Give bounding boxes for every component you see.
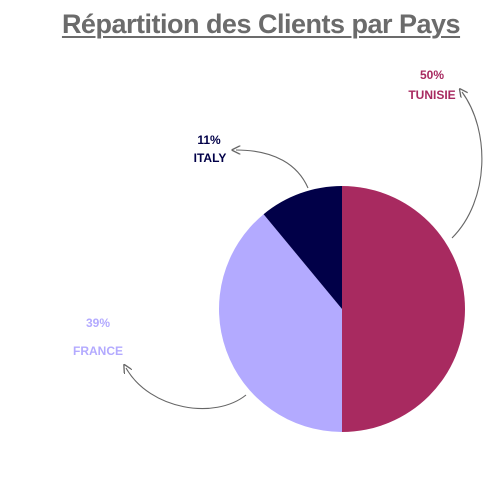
data-label-percent-france: 39% — [86, 316, 110, 330]
callout-arrow-france — [126, 368, 247, 410]
data-label-name-tunisie: TUNISIE — [408, 88, 455, 102]
pie-slice-italy — [263, 186, 342, 309]
chart-title: Répartition des Clients par Pays — [61, 9, 461, 39]
data-label-percent-italy: 11% — [197, 133, 221, 147]
pie-slice-france — [219, 214, 342, 432]
pie-slices — [219, 186, 465, 432]
callout-arrow-italy — [236, 150, 309, 189]
pie-callouts: 50% TUNISIE 39% FRANCE 11% ITALY — [73, 68, 483, 410]
callout-arrow-tunisie — [451, 92, 483, 239]
data-label-percent-tunisie: 50% — [420, 68, 444, 82]
data-label-name-italy: ITALY — [194, 151, 227, 165]
pie-slice-tunisie — [342, 186, 465, 432]
data-label-name-france: FRANCE — [73, 344, 123, 358]
